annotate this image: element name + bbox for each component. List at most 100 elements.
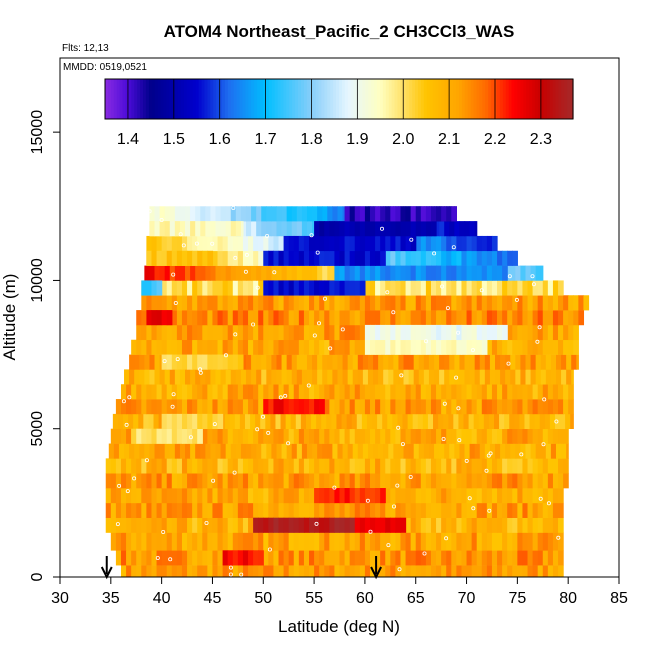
heat-cell-layer-5 — [126, 488, 132, 504]
heat-cell-layer-2 — [187, 532, 193, 551]
heat-cell-layer-15 — [349, 339, 356, 355]
heat-cell-layer-1 — [441, 550, 447, 566]
heat-cell-layer-6 — [283, 473, 290, 489]
heat-cell-layer-15 — [552, 339, 559, 355]
heat-cell-layer-9 — [258, 428, 264, 444]
heat-patch-16 — [410, 221, 417, 237]
heat-patch-16 — [415, 221, 422, 237]
heat-cell-layer-2 — [359, 532, 366, 551]
heat-cell-layer-5 — [120, 488, 127, 504]
heat-cell-layer-21 — [441, 250, 447, 266]
colorbar-segment — [412, 79, 416, 119]
heat-cell-layer-4 — [192, 502, 198, 518]
heat-patch-4 — [197, 428, 203, 444]
heat-cell-layer-17 — [542, 310, 549, 326]
heat-cell-layer-21 — [242, 250, 249, 266]
heat-cell-layer-15 — [329, 339, 336, 355]
flight-12-start-head — [100, 566, 113, 580]
heat-cell-layer-10 — [158, 413, 165, 430]
heat-cell-layer-12 — [400, 384, 407, 400]
heat-cell-layer-19 — [390, 280, 396, 296]
heat-cell-layer-1 — [324, 550, 330, 566]
heat-patch-7 — [207, 354, 214, 370]
heat-cell-layer-11 — [242, 399, 249, 415]
sample-point — [283, 393, 288, 398]
heat-cell-layer-2 — [425, 532, 432, 551]
heat-cell-layer-1 — [466, 550, 473, 566]
colorbar-segment — [207, 79, 211, 119]
heat-cell-layer-0 — [446, 565, 452, 578]
heat-cell-layer-6 — [334, 473, 341, 489]
heat-cell-layer-1 — [212, 550, 219, 566]
heat-cell-layer-5 — [303, 488, 310, 504]
sample-point — [239, 572, 244, 577]
heat-cell-layer-17 — [558, 310, 564, 326]
heat-cell-layer-18 — [369, 295, 376, 311]
heat-cell-layer-5 — [456, 488, 463, 504]
heat-cell-layer-16 — [309, 324, 315, 341]
heat-cell-layer-6 — [420, 473, 427, 489]
heat-patch-0 — [303, 517, 310, 533]
heat-cell-layer-12 — [390, 384, 396, 400]
heat-cell-layer-17 — [512, 310, 518, 326]
heat-patch-13 — [476, 265, 483, 281]
heat-cell-layer-9 — [319, 428, 325, 444]
heat-cell-layer-23 — [271, 221, 278, 237]
heat-patch-18 — [240, 221, 244, 237]
heat-cell-layer-14 — [291, 354, 298, 370]
heat-cell-layer-4 — [552, 502, 559, 518]
heat-cell-layer-0 — [354, 565, 361, 578]
heat-cell-layer-12 — [369, 384, 376, 400]
heat-cell-layer-17 — [430, 310, 437, 326]
heat-cell-layer-9 — [115, 428, 122, 444]
heat-cell-layer-18 — [187, 295, 193, 311]
colorbar-segment — [195, 79, 200, 119]
heat-cell-layer-13 — [403, 369, 410, 385]
heat-cell-layer-1 — [217, 550, 224, 566]
colorbar-segment — [110, 79, 115, 119]
heat-cell-layer-5 — [105, 488, 112, 504]
heat-cell-layer-5 — [278, 488, 285, 504]
heat-cell-layer-23 — [306, 221, 313, 237]
heat-cell-layer-0 — [497, 565, 503, 578]
heat-cell-layer-2 — [344, 532, 351, 551]
heat-cell-layer-2 — [268, 532, 275, 551]
heat-cell-layer-9 — [339, 428, 346, 444]
heat-cell-layer-20 — [220, 265, 227, 281]
heat-cell-layer-11 — [237, 399, 244, 415]
heat-cell-layer-24 — [322, 206, 328, 222]
heat-cell-layer-7 — [420, 458, 427, 474]
heat-patch-14 — [334, 250, 341, 266]
heat-cell-layer-3 — [471, 517, 478, 533]
heat-cell-layer-3 — [227, 517, 234, 533]
heat-cell-layer-4 — [115, 502, 122, 518]
heat-cell-layer-14 — [550, 354, 557, 370]
heat-cell-layer-24 — [159, 206, 166, 222]
heat-cell-layer-11 — [181, 399, 188, 415]
sample-point — [155, 556, 160, 561]
heat-cell-layer-5 — [309, 488, 315, 504]
colorbar-segment — [268, 79, 273, 119]
heat-cell-layer-19 — [375, 280, 381, 296]
heat-cell-layer-4 — [202, 502, 208, 518]
heat-cell-layer-20 — [540, 265, 544, 281]
colorbar-segment — [306, 79, 311, 119]
heat-cell-layer-4 — [268, 502, 275, 518]
heat-cell-layer-19 — [197, 280, 203, 296]
heat-cell-layer-9 — [563, 428, 569, 444]
heat-cell-layer-2 — [217, 532, 224, 551]
heat-cell-layer-1 — [491, 550, 498, 566]
heat-cell-layer-11 — [436, 399, 442, 415]
heat-cell-layer-7 — [497, 458, 503, 474]
heat-patch-0 — [324, 517, 330, 533]
heat-cell-layer-15 — [161, 339, 168, 355]
heat-cell-layer-11 — [202, 399, 208, 415]
heat-cell-layer-2 — [502, 532, 508, 551]
heat-patch-2 — [248, 550, 254, 566]
heat-patch-1 — [390, 517, 396, 533]
heat-cell-layer-13 — [423, 369, 430, 385]
heat-cell-layer-24 — [337, 206, 344, 222]
heat-cell-layer-23 — [464, 221, 471, 237]
heat-cell-layer-17 — [527, 310, 534, 326]
heat-cell-layer-23 — [281, 221, 288, 237]
